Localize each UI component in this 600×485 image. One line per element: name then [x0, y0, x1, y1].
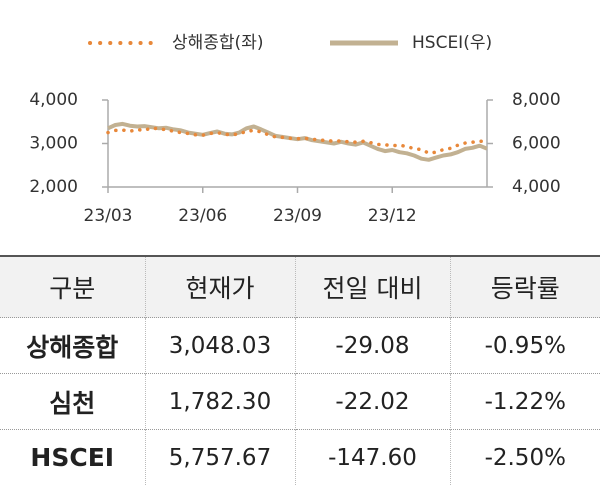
table-cell: -1.22%	[450, 374, 600, 430]
header-cell: 구분	[0, 256, 145, 318]
table-cell: -22.02	[295, 374, 450, 430]
y-tick-label: 2,000	[29, 177, 78, 197]
chart: 2,000 3,000 4,000 4,000 6,000 8,000 23/03 23/06…	[0, 0, 600, 255]
table-cell: 심천	[0, 374, 145, 430]
header-cell: 등락률	[450, 256, 600, 318]
legend-label: HSCEI(우)	[412, 33, 492, 53]
header-cell: 전일 대비	[295, 256, 450, 318]
table-cell: 1,782.30	[145, 374, 295, 430]
x-tick-label: 23/09	[273, 206, 322, 226]
table-cell: 상해종합	[0, 318, 145, 374]
table-cell: -29.08	[295, 318, 450, 374]
table-cell: -2.50%	[450, 430, 600, 485]
y2-tick-label: 4,000	[512, 177, 561, 197]
y2-tick-label: 8,000	[512, 90, 561, 110]
x-tick-label: 23/12	[368, 206, 417, 226]
table-cell: -0.95%	[450, 318, 600, 374]
x-tick-label: 23/06	[178, 206, 227, 226]
y2-tick-label: 6,000	[512, 134, 561, 154]
y-tick-label: 4,000	[29, 90, 78, 110]
table-cell: HSCEI	[0, 430, 145, 485]
header-cell: 현재가	[145, 256, 295, 318]
table-cell: 5,757.67	[145, 430, 295, 485]
table-cell: 3,048.03	[145, 318, 295, 374]
table-cell: -147.60	[295, 430, 450, 485]
x-tick-label: 23/03	[84, 206, 133, 226]
legend-label: 상해종합(좌)	[172, 33, 263, 53]
y-tick-label: 3,000	[29, 134, 78, 154]
